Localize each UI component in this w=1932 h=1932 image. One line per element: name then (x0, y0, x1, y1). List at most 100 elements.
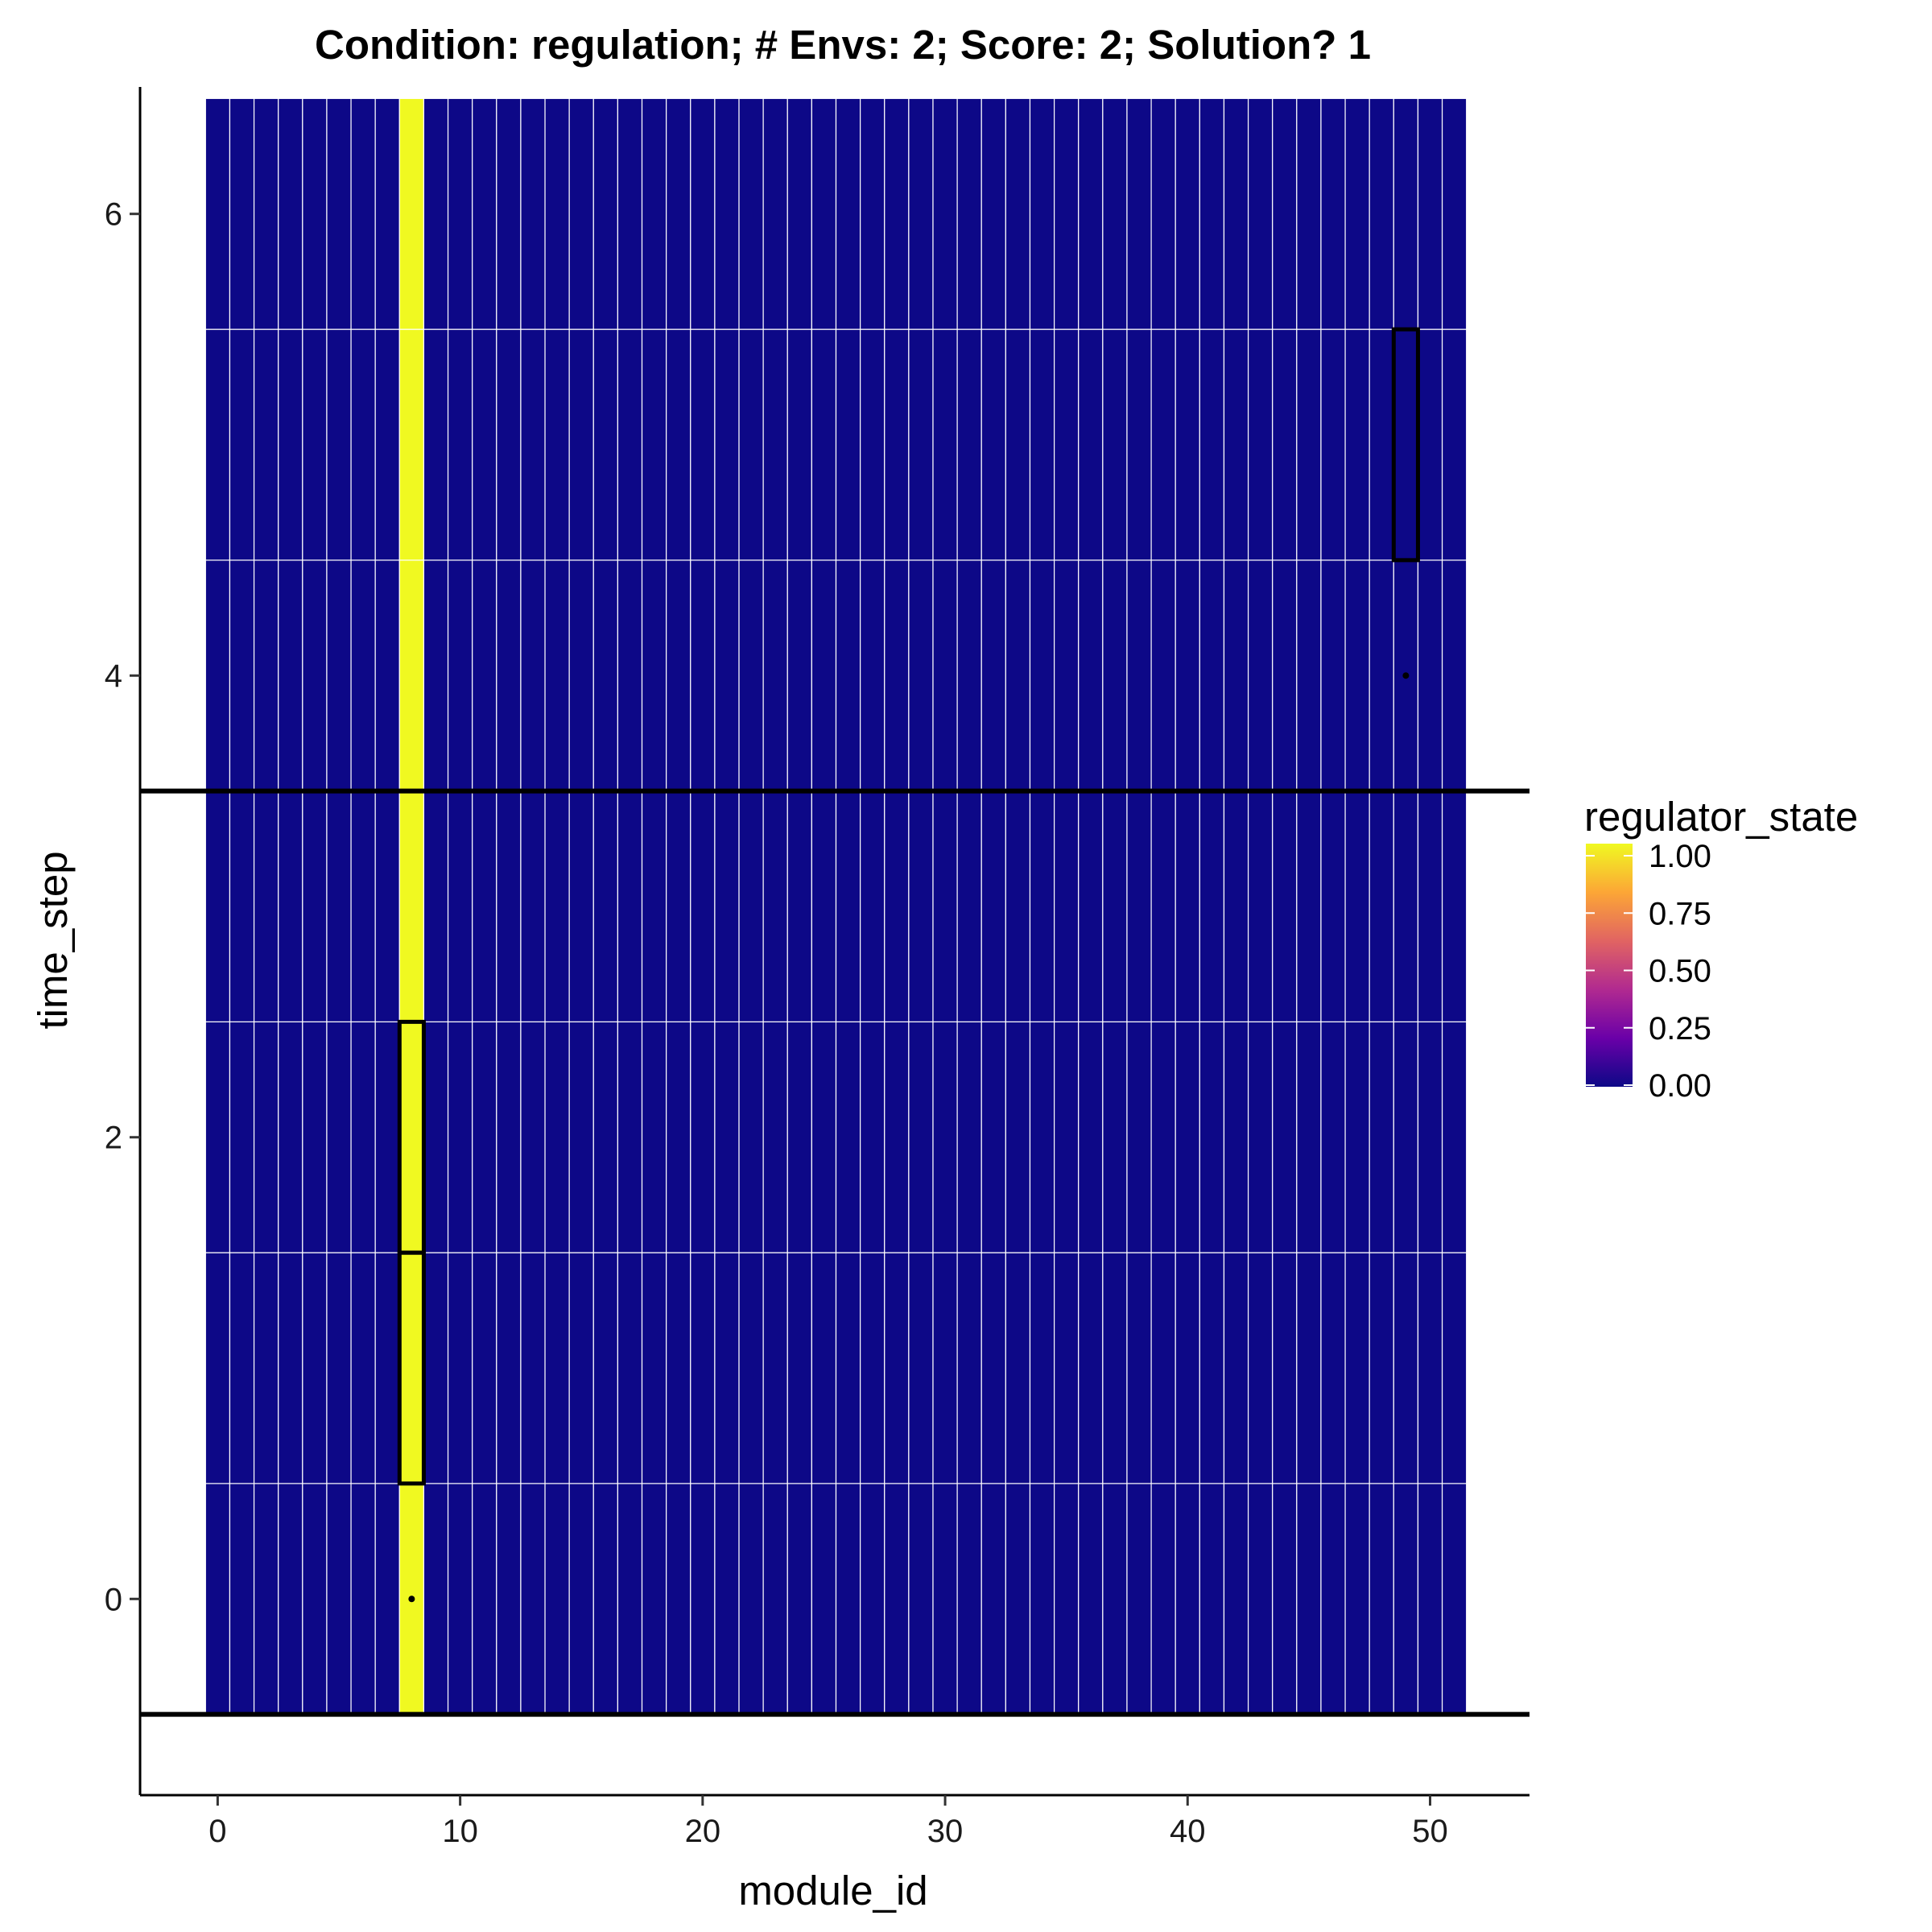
y-axis-title: time_step (30, 851, 76, 1029)
heatmap-cell (1078, 791, 1104, 1022)
heatmap-cell (1126, 1021, 1152, 1253)
heatmap-cell (278, 1021, 303, 1253)
heatmap-cell (1344, 1252, 1370, 1484)
heatmap-cell (1029, 97, 1055, 330)
heatmap-cell (1174, 328, 1200, 561)
heatmap-cell (278, 97, 303, 330)
reference-lines (140, 788, 1530, 1717)
heatmap-cell (350, 328, 376, 561)
heatmap-cell (884, 559, 910, 792)
heatmap-cell (568, 97, 594, 330)
heatmap-cell (1102, 328, 1128, 561)
heatmap-cell (1078, 97, 1104, 330)
heatmap-cell (447, 1483, 473, 1715)
heatmap-cell (1320, 791, 1346, 1022)
heatmap-cell (423, 791, 449, 1022)
heatmap-cell (908, 97, 934, 330)
x-tick-label: 30 (927, 1814, 964, 1849)
heatmap-cell (1150, 97, 1176, 330)
heatmap-cell (1126, 97, 1152, 330)
heatmap-cell (253, 97, 279, 330)
heatmap-cell (1005, 791, 1031, 1022)
heatmap-cell (1223, 97, 1249, 330)
heatmap-cell (1417, 1252, 1443, 1484)
highlighted-cell (1391, 327, 1420, 563)
heatmap-cell (980, 328, 1006, 561)
heatmap-cells (204, 97, 1468, 1715)
heatmap-cell (496, 328, 522, 561)
heatmap-cell (1417, 1021, 1443, 1253)
heatmap-cell (1296, 1021, 1322, 1253)
heatmap-cell (1126, 791, 1152, 1022)
legend: regulator_state 1.00 0.75 0.50 0.25 0.00 (1584, 794, 1858, 1104)
heatmap-cell (1126, 1483, 1152, 1715)
heatmap-cell (302, 791, 328, 1022)
heatmap-cell (496, 559, 522, 792)
heatmap-cell (204, 1252, 231, 1484)
x-tick-label: 20 (685, 1814, 721, 1849)
heatmap-cell (229, 791, 255, 1022)
heatmap-cell (253, 791, 279, 1022)
heatmap-cell (398, 1252, 425, 1484)
heatmap-cell (884, 791, 910, 1022)
heatmap-cell (472, 559, 497, 792)
heatmap-cell (423, 1021, 449, 1253)
heatmap-cell (544, 791, 570, 1022)
heatmap-cell (932, 328, 958, 561)
heatmap-cell (1054, 791, 1080, 1022)
heatmap-cell (1441, 1483, 1468, 1715)
x-tick-label: 0 (208, 1814, 226, 1849)
heatmap-cell (374, 791, 400, 1022)
y-tick-label: 0 (105, 1582, 122, 1617)
heatmap-cell (1417, 1483, 1443, 1715)
heatmap-cell (1296, 1252, 1322, 1484)
heatmap-cell (423, 97, 449, 330)
heatmap-cell (278, 328, 303, 561)
heatmap-cell (1150, 1483, 1176, 1715)
heatmap-cell (1126, 1252, 1152, 1484)
heatmap-cell (811, 328, 837, 561)
heatmap-cell (1247, 1021, 1274, 1253)
heatmap-cell (641, 559, 667, 792)
heatmap-cell (666, 1021, 691, 1253)
heatmap-cell (1247, 791, 1274, 1022)
heatmap-cell (229, 1252, 255, 1484)
heatmap-cell (568, 1483, 594, 1715)
heatmap-cell (617, 791, 643, 1022)
heatmap-cell (544, 328, 570, 561)
heatmap-cell (1150, 1021, 1176, 1253)
heatmap-cell (1029, 1252, 1055, 1484)
heatmap-cell (1417, 559, 1443, 792)
heatmap-cell (1174, 559, 1200, 792)
y-tick-label: 6 (105, 197, 122, 233)
heatmap-cell (835, 1483, 861, 1715)
heatmap-cell (1054, 559, 1080, 792)
heatmap-cell (641, 1483, 667, 1715)
heatmap-cell (1393, 1483, 1419, 1715)
heatmap-cell (1393, 1021, 1419, 1253)
heatmap-cell (1441, 1021, 1468, 1253)
heatmap-cell (1223, 1252, 1249, 1484)
heatmap-cell (811, 1483, 837, 1715)
heatmap-cell (860, 1252, 886, 1484)
heatmap-cell (690, 791, 716, 1022)
heatmap-cell (520, 1021, 546, 1253)
heatmap-cell (980, 559, 1006, 792)
heatmap-cell (835, 559, 861, 792)
heatmap-cell (1126, 328, 1152, 561)
heatmap-cell (496, 1021, 522, 1253)
heatmap-cell (496, 1252, 522, 1484)
heatmap-cell (1005, 1252, 1031, 1484)
heatmap-cell (641, 1021, 667, 1253)
heatmap-cell (350, 97, 376, 330)
heatmap-cell (253, 1252, 279, 1484)
heatmap-cell (690, 1483, 716, 1715)
heatmap-cell (762, 1021, 788, 1253)
heatmap-cell (1272, 559, 1298, 792)
heatmap-cell (520, 97, 546, 330)
heatmap-cell (690, 1021, 716, 1253)
heatmap-cell (980, 97, 1006, 330)
heatmap-cell (786, 791, 812, 1022)
heatmap-cell (617, 328, 643, 561)
heatmap-cell (1272, 791, 1298, 1022)
